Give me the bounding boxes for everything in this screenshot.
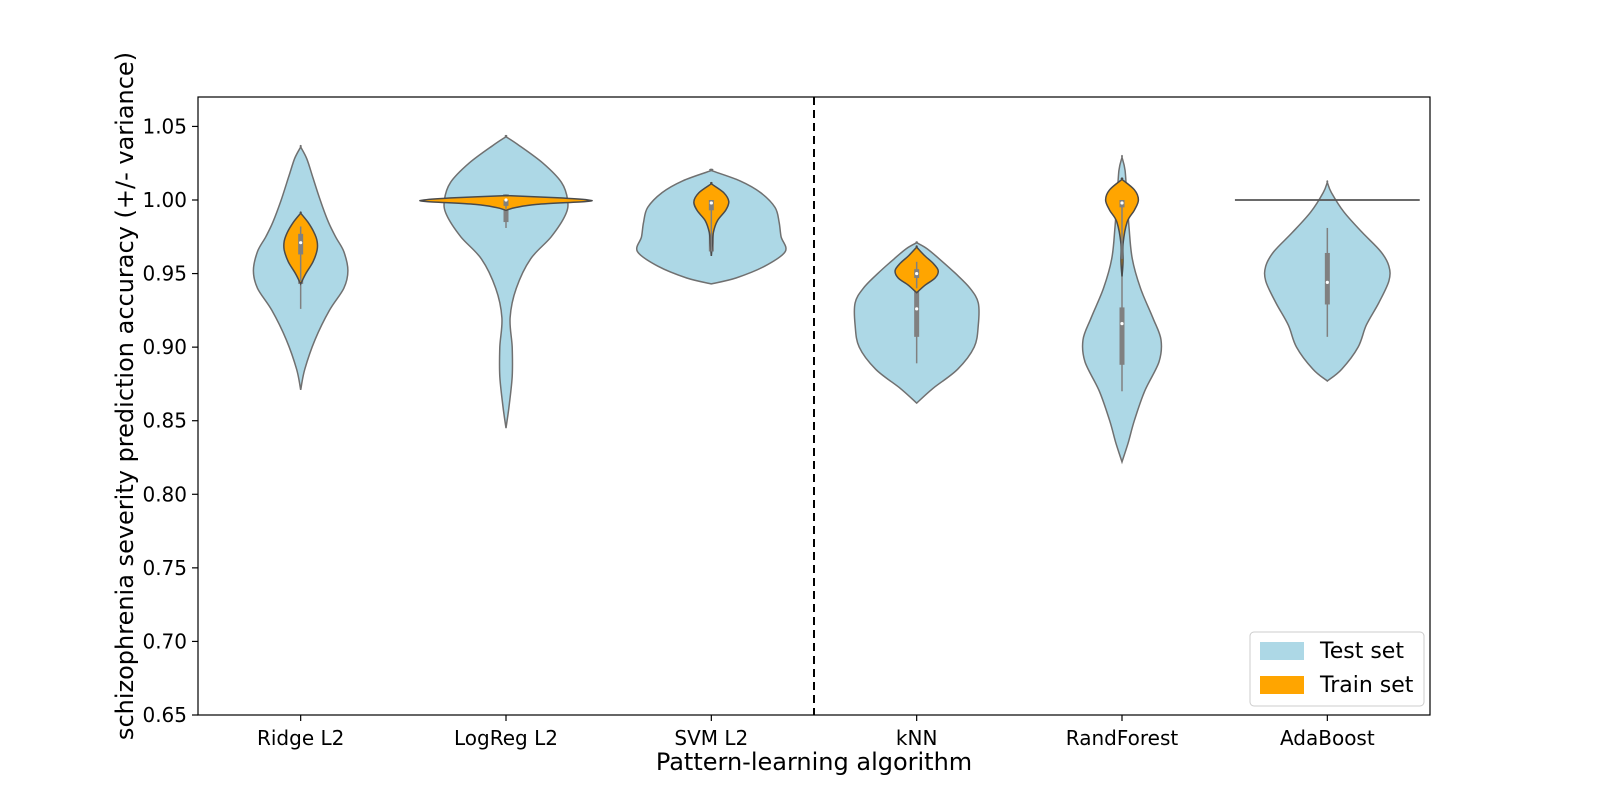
test-iqr-box — [1324, 252, 1330, 305]
train-iqr-box — [503, 200, 509, 206]
x-axis: Ridge L2 LogReg L2 SVM L2 kNN RandForest AdaB… — [257, 715, 1375, 750]
legend-swatch — [1260, 642, 1304, 660]
test-median-point — [1325, 280, 1329, 284]
y-axis-label: schizophrenia severity prediction accura… — [111, 52, 139, 740]
train-median-point — [709, 201, 713, 205]
x-tick-label: Ridge L2 — [257, 726, 344, 750]
x-tick-label: LogReg L2 — [454, 726, 558, 750]
y-tick-label: 1.05 — [142, 114, 187, 138]
x-tick-label: AdaBoost — [1280, 726, 1375, 750]
violins-layer — [252, 134, 1420, 465]
train-iqr-box — [708, 200, 714, 211]
train-median-point — [1120, 201, 1124, 205]
y-tick-label: 0.90 — [142, 335, 187, 359]
x-tick-label: SVM L2 — [674, 726, 748, 750]
x-tick-label: RandForest — [1066, 726, 1179, 750]
y-tick-label: 0.65 — [142, 703, 187, 727]
y-tick-label: 0.85 — [142, 409, 187, 433]
y-tick-label: 0.95 — [142, 262, 187, 286]
legend: Test set Train set — [1249, 631, 1425, 707]
y-tick-label: 1.00 — [142, 188, 187, 212]
plot-frame — [197, 96, 1431, 716]
train-median-point — [915, 271, 919, 276]
legend-label: Test set — [1319, 639, 1404, 664]
legend-swatch — [1260, 676, 1304, 694]
x-axis-label: Pattern-learning algorithm — [656, 748, 972, 776]
train-median-point — [504, 198, 508, 202]
train-median-point — [299, 241, 303, 245]
y-axis: 0.65 0.70 0.75 0.80 0.85 0.90 0.95 1.00 1.05 — [142, 114, 198, 727]
legend-label: Train set — [1319, 673, 1414, 698]
y-tick-label: 0.70 — [142, 629, 187, 653]
test-iqr-box — [1119, 307, 1125, 365]
test-median-point — [1120, 322, 1124, 326]
test-violin — [443, 134, 569, 429]
test-iqr-box — [914, 285, 920, 337]
y-tick-label: 0.80 — [142, 482, 187, 506]
test-median-point — [915, 307, 919, 311]
y-tick-label: 0.75 — [142, 556, 187, 580]
x-tick-label: kNN — [896, 726, 938, 750]
